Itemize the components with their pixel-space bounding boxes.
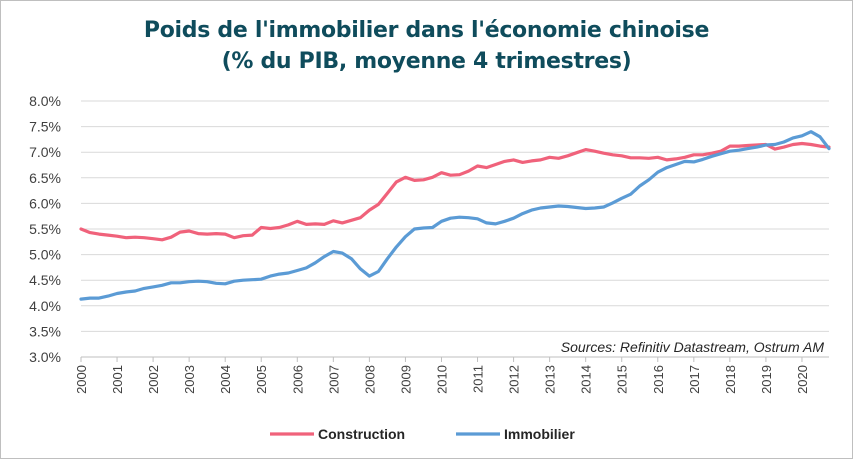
y-tick-label: 6.5% <box>29 170 61 186</box>
x-tick-label: 2017 <box>687 365 702 394</box>
x-tick-label: 2002 <box>146 365 161 394</box>
gridlines <box>81 100 829 358</box>
y-axis-ticks: 8.0% 7.5% 7.0% 6.5% 6.0% 5.5% 5.0% 4.5% 4.0% 3.5%… <box>29 93 61 365</box>
x-tick-label: 2005 <box>254 365 269 394</box>
y-tick-label: 6.0% <box>29 195 61 211</box>
x-tick-label: 2016 <box>651 365 666 394</box>
x-tick-label: 2000 <box>74 365 89 394</box>
series-lines <box>79 130 831 301</box>
x-tick-label: 2019 <box>759 365 774 394</box>
x-tick-label: 2018 <box>723 365 738 394</box>
y-tick-label: 4.5% <box>29 272 61 288</box>
x-tick-label: 2007 <box>326 365 341 394</box>
x-tick-label: 2001 <box>110 365 125 394</box>
x-tick-label: 2009 <box>398 365 413 394</box>
chart-title: Poids de l'immobilier dans l'économie ch… <box>1 15 852 77</box>
chart-title-line-2: (% du PIB, moyenne 4 trimestres) <box>221 49 632 74</box>
x-tick-label: 2008 <box>362 365 377 394</box>
y-tick-label: 3.5% <box>29 323 61 339</box>
legend: Construction Immobilier <box>270 426 575 442</box>
source-note: Sources: Refinitiv Datastream, Ostrum AM <box>561 339 825 355</box>
x-tick-label: 2013 <box>543 365 558 394</box>
y-tick-label: 5.0% <box>29 247 61 263</box>
x-tick-label: 2020 <box>795 365 810 394</box>
y-tick-label: 7.5% <box>29 119 61 135</box>
x-tick-label: 2012 <box>507 365 522 394</box>
x-tick-label: 2006 <box>290 365 305 394</box>
x-tick-label: 2015 <box>615 365 630 394</box>
y-tick-label: 4.0% <box>29 298 61 314</box>
x-tick-label: 2011 <box>471 365 486 393</box>
x-tick-label: 2014 <box>579 365 594 394</box>
x-tick-label: 2004 <box>218 365 233 394</box>
legend-label-construction: Construction <box>318 426 405 442</box>
series-line-construction <box>79 141 831 242</box>
x-axis-ticks: 2000 2001 2002 2003 2004 2005 2006 2007 2008 2009… <box>74 357 810 394</box>
y-tick-label: 5.5% <box>29 221 61 237</box>
x-tick-label: 2003 <box>182 365 197 394</box>
series-line-immobilier <box>79 130 831 301</box>
legend-label-immobilier: Immobilier <box>504 426 575 442</box>
x-tick-label: 2010 <box>434 365 449 394</box>
y-tick-label: 8.0% <box>29 93 61 109</box>
y-tick-label: 7.0% <box>29 144 61 160</box>
chart-title-line-1: Poids de l'immobilier dans l'économie ch… <box>143 18 710 43</box>
y-tick-label: 3.0% <box>29 349 61 365</box>
